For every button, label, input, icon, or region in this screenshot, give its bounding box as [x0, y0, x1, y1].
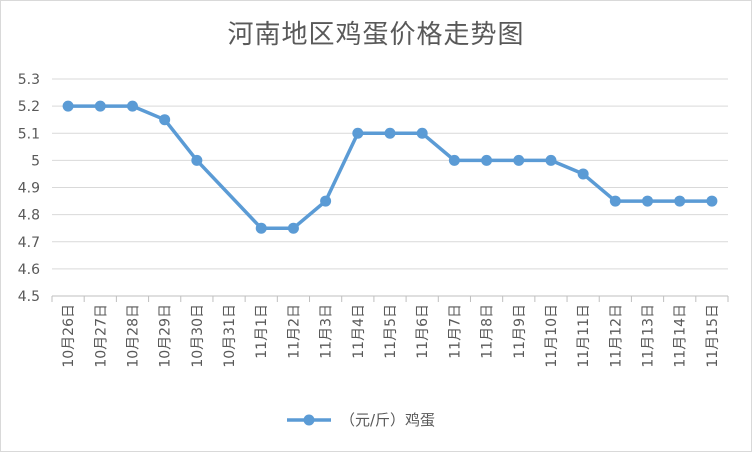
chart-title: 河南地区鸡蛋价格走势图	[227, 20, 525, 50]
x-tick-label: 11月3日	[319, 304, 335, 359]
x-tick-label: 11月1日	[254, 304, 270, 359]
data-point	[674, 195, 686, 207]
x-tick-label: 11月6日	[415, 304, 431, 359]
data-point	[609, 195, 621, 207]
data-point	[706, 195, 718, 207]
y-tick-label: 4.5	[18, 289, 40, 305]
data-point	[448, 154, 460, 166]
data-point	[481, 154, 493, 166]
data-point	[62, 100, 74, 112]
y-tick-label: 4.8	[18, 208, 40, 224]
y-tick-label: 4.9	[18, 181, 40, 197]
x-tick-label: 10月31日	[222, 304, 238, 368]
x-tick-label: 11月10日	[544, 304, 560, 368]
data-point	[287, 222, 299, 234]
data-point	[642, 195, 654, 207]
x-tick-label: 11月13日	[641, 304, 657, 368]
x-tick-label: 11月9日	[512, 304, 528, 359]
y-axis-ticks: 4.5 4.6 4.7 4.8 4.9 5 5.1 5.2 5.3	[18, 72, 40, 305]
data-point	[94, 100, 106, 112]
y-tick-label: 5.2	[18, 99, 40, 115]
data-point	[545, 154, 557, 166]
gridlines	[52, 78, 728, 270]
x-tick-label: 10月28日	[125, 304, 141, 368]
data-point	[384, 127, 396, 139]
data-point	[352, 127, 364, 139]
x-tick-label: 10月29日	[158, 304, 174, 368]
x-axis	[51, 295, 729, 302]
series-points	[62, 100, 718, 234]
data-point	[159, 114, 171, 126]
x-tick-label: 11月11日	[576, 304, 592, 368]
x-tick-label: 10月27日	[93, 304, 109, 368]
data-point	[191, 154, 203, 166]
x-tick-label: 11月4日	[351, 304, 367, 359]
y-tick-label: 4.6	[18, 262, 40, 278]
x-tick-label: 11月5日	[383, 304, 399, 359]
series-lines	[68, 104, 712, 230]
x-tick-label: 10月30日	[190, 304, 206, 368]
data-point	[126, 100, 138, 112]
y-tick-label: 4.7	[18, 235, 40, 251]
y-tick-label: 5.1	[18, 126, 40, 142]
data-point	[416, 127, 428, 139]
x-tick-label: 11月7日	[447, 304, 463, 359]
series-line	[68, 104, 712, 230]
x-tick-label: 11月8日	[480, 304, 496, 359]
x-tick-label: 11月12日	[608, 304, 624, 368]
legend: （元/斤）鸡蛋	[287, 411, 435, 429]
x-tick-label: 11月14日	[673, 304, 689, 368]
data-point	[255, 222, 267, 234]
data-point	[513, 154, 525, 166]
legend-label-eggs: （元/斤）鸡蛋	[340, 411, 435, 429]
x-tick-label: 10月26日	[61, 304, 77, 368]
data-point	[577, 168, 589, 180]
legend-marker	[303, 414, 315, 426]
x-axis-ticks: 10月26日 10月27日 10月28日 10月29日 10月30日 10月31日 11月1…	[61, 304, 721, 368]
y-tick-label: 5.3	[18, 72, 40, 88]
x-tick-label: 11月2日	[286, 304, 302, 359]
y-tick-label: 5	[31, 153, 40, 169]
x-tick-label: 11月15日	[705, 304, 721, 368]
data-point	[320, 195, 332, 207]
